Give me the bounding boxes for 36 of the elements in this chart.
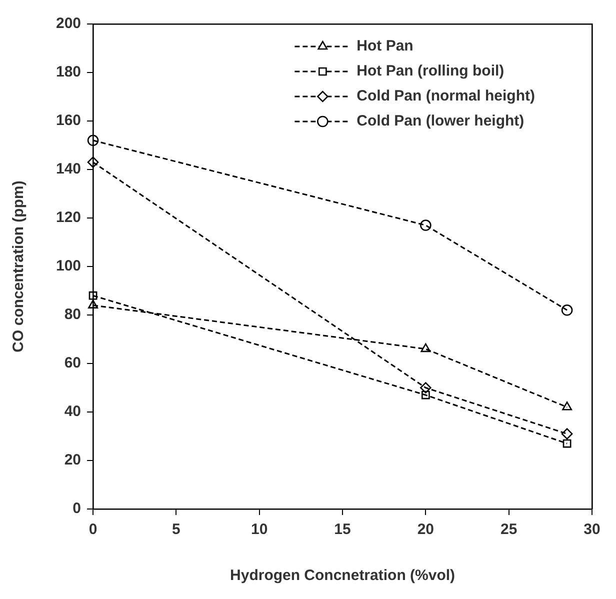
- y-axis-title: CO concentration (ppm): [10, 180, 28, 352]
- y-tick-label: 120: [56, 209, 82, 226]
- x-tick-label: 30: [584, 521, 600, 538]
- legend-label: Cold Pan (normal height): [356, 88, 536, 105]
- point: [420, 343, 431, 352]
- point: [561, 304, 573, 316]
- x-axis-title: Hydrogen Concnetration (%vol): [230, 567, 456, 584]
- point: [88, 300, 98, 308]
- x-tick-label: 25: [500, 521, 518, 538]
- x-tick-label: 20: [417, 521, 434, 538]
- x-tick-label: 10: [251, 521, 268, 538]
- legend-label: Hot Pan: [356, 38, 414, 55]
- y-tick-label: 0: [72, 500, 82, 518]
- legend-label: Cold Pan (lower height): [356, 112, 524, 130]
- point: [87, 156, 99, 168]
- point: [87, 134, 99, 146]
- y-tick-label: 200: [56, 15, 82, 32]
- y-tick-label: 100: [56, 258, 82, 275]
- x-tick-label: 5: [172, 521, 180, 538]
- legend-label: Hot Pan (rolling boil): [356, 62, 504, 80]
- point: [420, 382, 432, 394]
- y-tick-label: 20: [64, 452, 82, 469]
- point: [420, 220, 432, 231]
- y-tick-label: 60: [64, 354, 82, 372]
- x-tick-label: 0: [88, 521, 98, 538]
- point: [561, 428, 573, 440]
- y-tick-label: 140: [56, 160, 82, 178]
- point: [562, 439, 572, 448]
- point: [421, 390, 430, 400]
- x-tick-label: 15: [334, 521, 351, 538]
- y-tick-label: 180: [56, 64, 82, 81]
- y-tick-label: 160: [56, 112, 82, 130]
- y-tick-label: 40: [64, 403, 82, 420]
- y-tick-label: 80: [64, 306, 82, 324]
- point: [88, 291, 98, 300]
- point: [562, 402, 572, 410]
